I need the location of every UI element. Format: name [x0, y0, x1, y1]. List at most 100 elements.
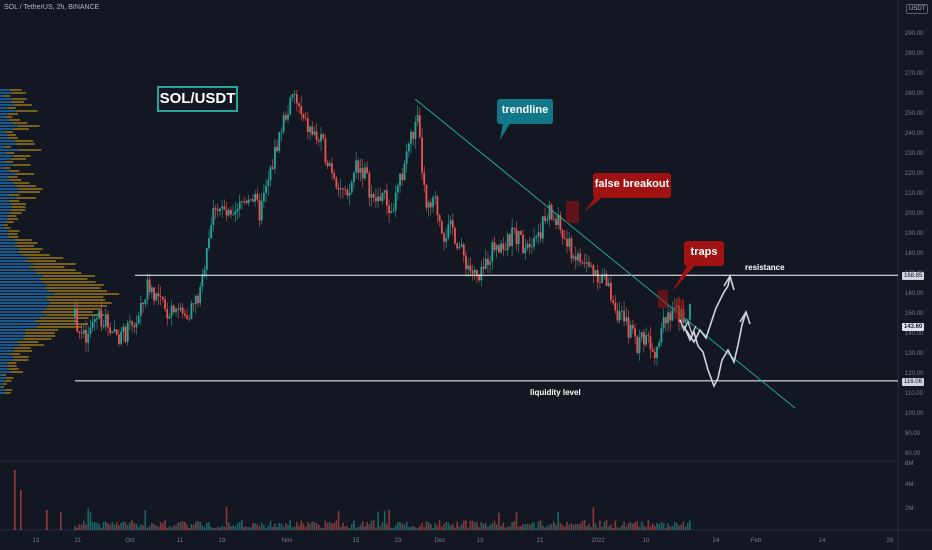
candle-body: [612, 300, 615, 303]
volume-bar: [214, 527, 217, 530]
volume-bar: [564, 526, 566, 530]
volume-profile-bar-blue: [0, 266, 29, 268]
candle-body: [159, 296, 162, 298]
volume-profile-bar-yellow: [16, 110, 38, 112]
candle-body: [458, 247, 461, 249]
volume-bar: [188, 527, 191, 530]
volume-bar: [122, 521, 125, 530]
candle-body: [194, 295, 197, 304]
volume-bar: [410, 526, 412, 530]
volume-bar: [307, 521, 309, 530]
volume-bar: [74, 525, 76, 530]
volume-bar: [335, 520, 338, 530]
volume-profile-bar-blue: [0, 218, 9, 220]
candle-body: [78, 331, 81, 333]
false-breakout-pointer: [584, 196, 604, 212]
x-tick-label: 15: [353, 538, 360, 544]
volume-bar: [544, 527, 546, 530]
candle-body: [438, 215, 441, 222]
volume-bar: [392, 527, 395, 530]
volume-profile-bar-yellow: [7, 215, 17, 217]
volume-bar: [535, 527, 538, 530]
volume-profile-bar-yellow: [3, 383, 7, 385]
volume-bar: [265, 527, 267, 530]
volume-profile-bar-yellow: [8, 368, 19, 370]
volume-profile-bar-yellow: [48, 290, 108, 292]
volume-bar: [93, 522, 96, 530]
candle-body: [82, 330, 85, 334]
candle-body: [317, 139, 320, 142]
volume-bar: [148, 526, 151, 530]
volume-bar: [197, 520, 199, 530]
candle-body: [487, 258, 489, 265]
current-price-tag: 143.60: [902, 323, 925, 331]
volume-profile-bar-blue: [0, 260, 26, 262]
candle-body: [346, 189, 349, 196]
volume-bar: [271, 527, 274, 530]
volume-profile-bar-yellow: [14, 104, 32, 106]
volume-bar: [623, 521, 625, 530]
candle-body: [359, 168, 362, 173]
volume-profile-bar-yellow: [7, 176, 18, 178]
candle-body: [223, 206, 226, 210]
volume-bar: [225, 506, 228, 530]
x-tick-label: 21: [537, 538, 544, 544]
candle-body: [460, 244, 463, 248]
volume-bar: [278, 523, 281, 530]
volume-bar: [359, 524, 362, 530]
candle-body: [282, 115, 285, 132]
candle-body: [605, 274, 608, 286]
candle-body: [585, 262, 588, 264]
candle-body: [243, 201, 246, 202]
volume-bar: [427, 521, 430, 530]
candle-body: [535, 236, 538, 238]
volume-bar: [605, 520, 608, 530]
candle-body: [98, 310, 101, 319]
trendline-callout-pointer: [500, 122, 511, 140]
volume-bar: [487, 527, 489, 530]
volume-profile-bar-blue: [0, 110, 17, 112]
candle-body: [225, 209, 228, 216]
volume-bar: [533, 522, 535, 530]
candle-body: [572, 256, 575, 259]
volume-profile-bar-blue: [0, 272, 37, 274]
volume-bar: [553, 521, 555, 530]
projection-path-lower: [683, 311, 747, 388]
candle-body: [262, 192, 265, 202]
volume-profile-bar-yellow: [23, 338, 52, 340]
volume-bar: [342, 522, 344, 530]
y-tick-label: 180.00: [905, 251, 924, 257]
currency-badge[interactable]: USDT: [906, 4, 929, 14]
volume-bar: [153, 524, 155, 530]
candle-body: [381, 192, 384, 201]
volume-tick-label: 2M: [905, 506, 913, 512]
candle-body: [241, 201, 243, 202]
volume-bar: [14, 470, 16, 530]
volume-bar: [465, 520, 467, 530]
volume-bar: [673, 521, 676, 530]
volume-tick-label: 6M: [905, 461, 913, 467]
candle-body: [407, 143, 410, 152]
candle-body: [93, 319, 96, 322]
candle-body: [350, 182, 353, 193]
candle-body: [186, 315, 188, 319]
volume-bar: [509, 526, 511, 530]
volume-profile-bar-yellow: [50, 302, 112, 304]
candle-body: [443, 233, 445, 242]
volume-profile-bar-yellow: [8, 170, 20, 172]
volume-profile-bar-blue: [0, 233, 8, 235]
volume-profile-bar-yellow: [11, 158, 26, 160]
volume-profile-bar-yellow: [13, 347, 31, 349]
volume-profile-bar-blue: [0, 341, 18, 343]
volume-profile-bar-yellow: [39, 278, 88, 280]
volume-bar: [350, 524, 353, 530]
volume-profile-bar-blue: [0, 227, 5, 229]
volume-profile-bar-blue: [0, 146, 5, 148]
volume-bar: [100, 527, 103, 530]
volume-profile-bar-blue: [0, 293, 54, 295]
volume-profile-bar-blue: [0, 281, 44, 283]
candle-body: [232, 214, 235, 216]
volume-bar: [480, 522, 483, 530]
candle-body: [247, 199, 250, 203]
